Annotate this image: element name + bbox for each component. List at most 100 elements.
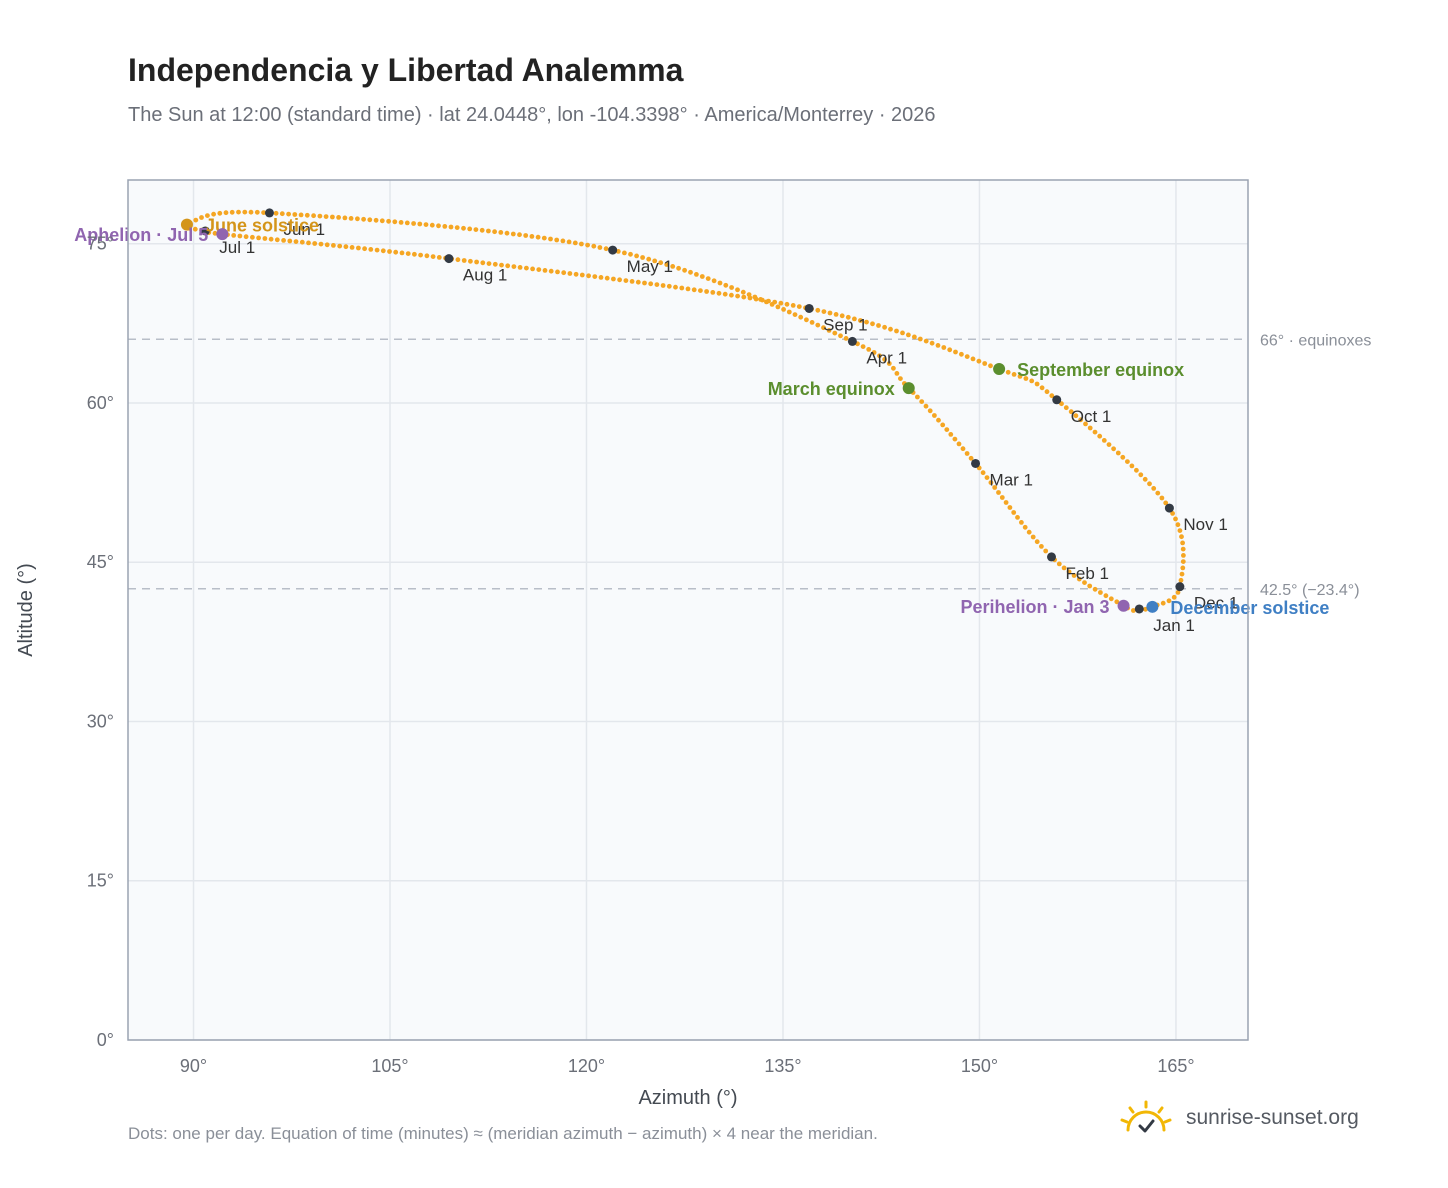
plot-frame — [127, 179, 1249, 1041]
daily-sun-dot — [716, 290, 722, 296]
daily-sun-dot — [735, 287, 740, 293]
daily-sun-dot — [262, 236, 268, 241]
daily-sun-dot — [418, 252, 423, 258]
daily-sun-dot — [927, 408, 933, 414]
daily-sun-dot — [417, 221, 423, 227]
daily-sun-dot — [815, 307, 821, 313]
daily-sun-dot — [529, 234, 535, 239]
daily-sun-dot — [629, 279, 635, 284]
daily-sun-dot — [318, 241, 324, 247]
daily-sun-dot — [541, 235, 547, 241]
event-marker — [1146, 600, 1159, 613]
daily-sun-dot — [622, 250, 627, 256]
daily-sun-dot — [273, 210, 279, 216]
daily-sun-dot — [882, 357, 887, 362]
daily-sun-dot — [664, 262, 670, 267]
daily-sun-dot — [287, 238, 293, 244]
month-label: Jun 1 — [283, 220, 325, 239]
month-markers: Jan 1 Feb 1 Mar 1 Apr 1 May 1 Jun 1 Jul 1 Aug 1… — [200, 208, 1238, 635]
x-tick-label: 120° — [568, 1056, 605, 1076]
daily-sun-dot — [1056, 561, 1062, 567]
daily-sun-dot — [454, 225, 460, 231]
daily-sun-dot — [510, 231, 516, 237]
daily-sun-dot — [646, 256, 652, 262]
daily-sun-dot — [640, 255, 645, 260]
daily-sun-dot — [778, 300, 784, 306]
daily-sun-dot — [205, 213, 210, 219]
daily-sun-dot — [1163, 500, 1169, 506]
daily-sun-dot — [292, 212, 298, 217]
daily-sun-dot — [348, 216, 354, 221]
daily-sun-dot — [634, 253, 639, 259]
daily-sun-dot — [815, 322, 821, 328]
daily-sun-dot — [331, 243, 336, 248]
daily-sun-dot — [480, 260, 486, 266]
daily-sun-dot — [1044, 389, 1050, 395]
daily-sun-dot — [623, 278, 629, 283]
daily-sun-dot — [804, 317, 809, 323]
daily-sun-dot — [792, 312, 798, 317]
daily-sun-dot — [254, 209, 260, 215]
daily-sun-dot — [468, 258, 473, 264]
daily-sun-dot — [826, 328, 832, 333]
daily-sun-dot — [772, 299, 778, 305]
daily-sun-dot — [915, 394, 920, 400]
axis-ticks: 90° 105° 120° 135° 150° 165° 0° 15° 30° 45° 60° 75° — [87, 234, 1195, 1076]
daily-sun-dot — [1101, 438, 1107, 443]
daily-sun-dot — [368, 247, 374, 252]
daily-sun-dot — [1023, 376, 1029, 381]
daily-sun-dot — [393, 249, 399, 255]
daily-sun-dot — [367, 217, 373, 223]
daily-sun-dot — [572, 240, 578, 246]
daily-sun-dot — [461, 258, 467, 263]
daily-sun-dot — [694, 272, 699, 277]
daily-sun-dot — [988, 480, 994, 485]
y-tick-label: 45° — [87, 552, 114, 572]
daily-sun-dot — [984, 475, 990, 480]
event-label: Aphelion · Jul 5 — [74, 225, 208, 245]
daily-sun-dot — [399, 250, 405, 256]
daily-sun-dot — [796, 304, 802, 309]
daily-sun-dot — [894, 328, 899, 334]
daily-sun-dot — [603, 246, 609, 252]
daily-sun-dot — [658, 260, 664, 266]
daily-sun-dot — [666, 283, 672, 289]
daily-sun-dot — [888, 326, 893, 332]
daily-sun-dot — [229, 209, 235, 215]
daily-sun-dot — [304, 212, 310, 218]
daily-sun-dot — [585, 242, 590, 248]
daily-sun-dot — [474, 259, 479, 265]
daily-sun-dot — [1170, 511, 1175, 516]
daily-sun-dot — [699, 274, 705, 279]
daily-sun-dot — [1129, 463, 1135, 469]
event-marker — [902, 382, 915, 395]
daily-sun-dot — [1171, 594, 1177, 600]
daily-sun-dot — [992, 485, 998, 490]
daily-sun-dot — [1022, 524, 1028, 530]
daily-sun-dot — [1180, 546, 1186, 552]
daily-sun-dot — [1177, 528, 1183, 533]
brand[interactable]: sunrise-sunset.org — [1118, 1100, 1359, 1136]
daily-sun-dot — [1138, 472, 1144, 478]
daily-sun-dot — [1159, 495, 1165, 501]
daily-sun-dot — [698, 288, 703, 293]
month-marker — [200, 226, 210, 236]
daily-sun-dot — [871, 350, 877, 355]
month-label: Sep 1 — [823, 315, 867, 334]
daily-sun-dot — [688, 269, 693, 275]
daily-sun-dot — [968, 455, 974, 461]
daily-sun-dot — [424, 253, 430, 259]
daily-sun-dot — [1179, 571, 1185, 577]
daily-sun-dot — [436, 223, 441, 229]
daily-sun-dot — [429, 222, 435, 228]
x-tick-label: 165° — [1157, 1056, 1194, 1076]
daily-sun-dot — [1131, 608, 1136, 613]
daily-sun-dot — [766, 298, 771, 304]
month-label: Oct 1 — [1071, 407, 1112, 426]
daily-sun-dot — [467, 226, 473, 232]
y-axis-title: Altitude (°) — [15, 563, 37, 657]
daily-sun-dot — [1180, 540, 1185, 546]
daily-sun-dot — [864, 319, 869, 325]
daily-sun-dot — [996, 490, 1001, 495]
